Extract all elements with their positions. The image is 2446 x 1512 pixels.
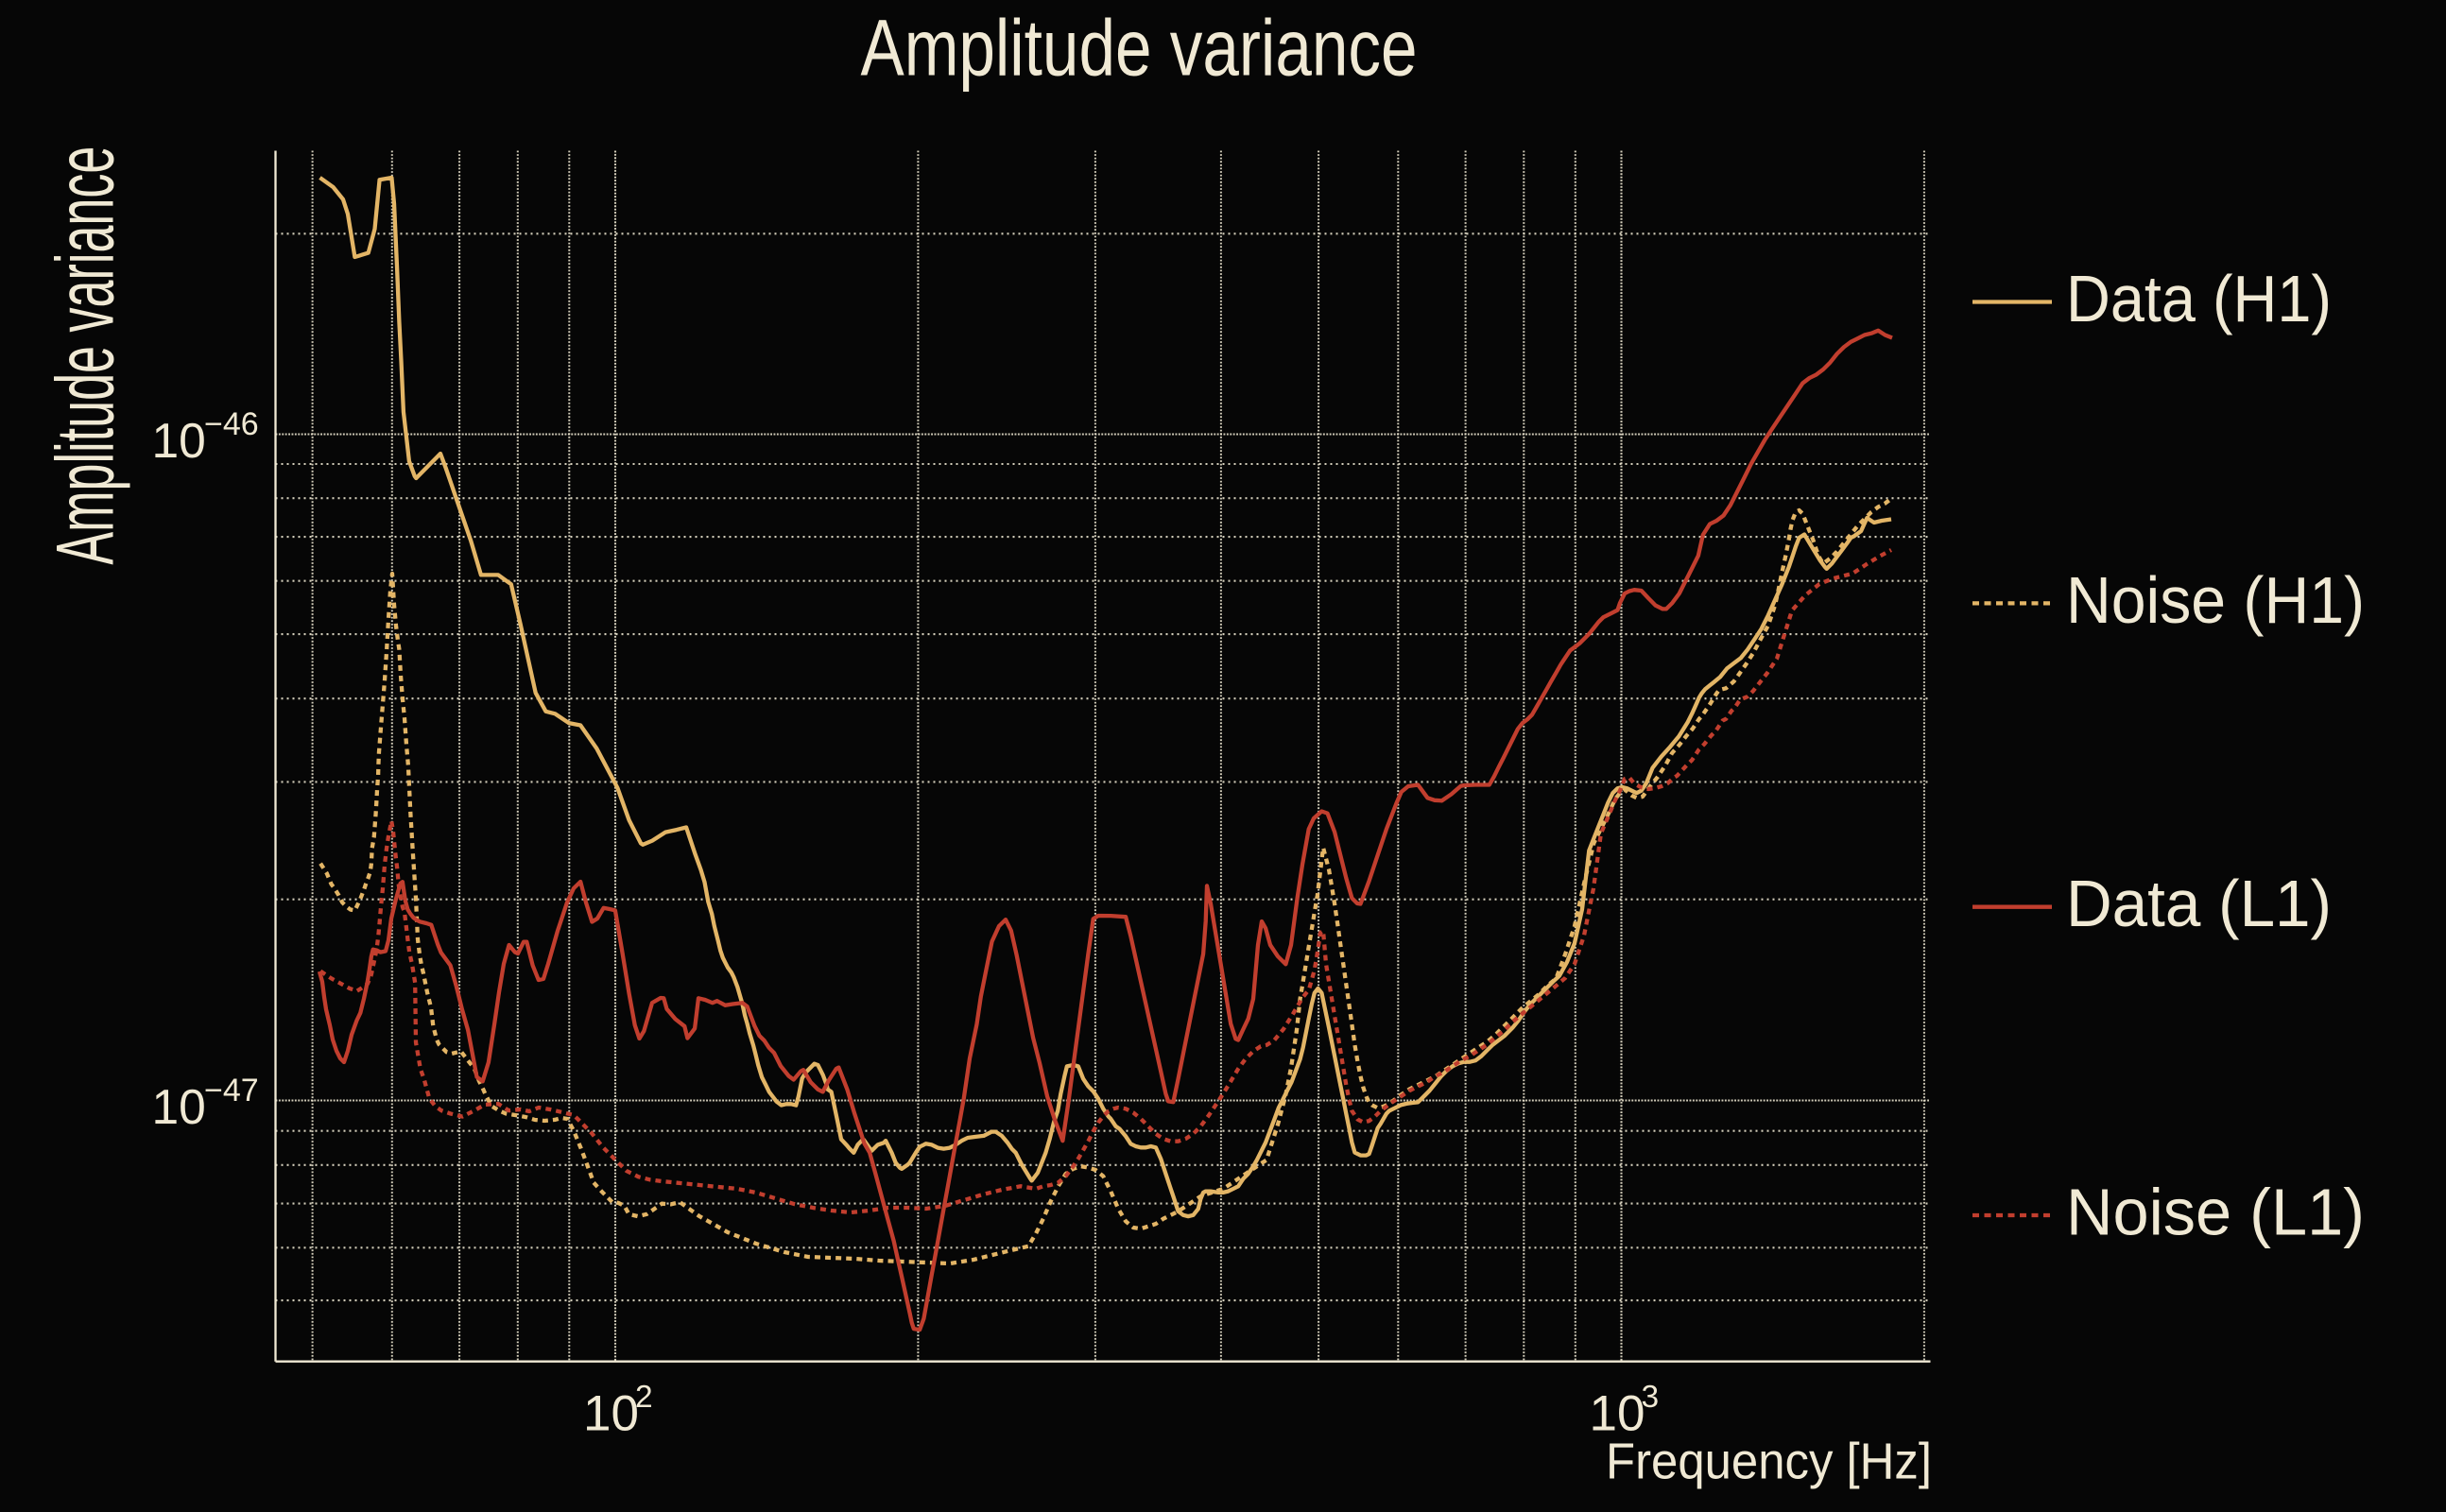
svg-text:Frequency [Hz]: Frequency [Hz] [1606, 1434, 1932, 1490]
svg-text:Amplitude variance: Amplitude variance [861, 4, 1418, 93]
svg-text:10: 10 [583, 1386, 639, 1442]
svg-text:10: 10 [152, 413, 206, 468]
svg-text:Noise (L1): Noise (L1) [2066, 1176, 2365, 1249]
svg-text:−46: −46 [204, 406, 259, 442]
svg-text:−47: −47 [204, 1073, 259, 1108]
svg-text:Data (L1): Data (L1) [2066, 867, 2332, 940]
svg-text:3: 3 [1642, 1380, 1660, 1415]
svg-text:Noise (H1): Noise (H1) [2066, 563, 2365, 637]
svg-text:10: 10 [1590, 1386, 1645, 1442]
svg-text:10: 10 [152, 1079, 206, 1134]
svg-text:2: 2 [635, 1380, 653, 1415]
svg-text:Data (H1): Data (H1) [2066, 262, 2332, 335]
svg-text:Amplitude variance: Amplitude variance [40, 146, 130, 565]
